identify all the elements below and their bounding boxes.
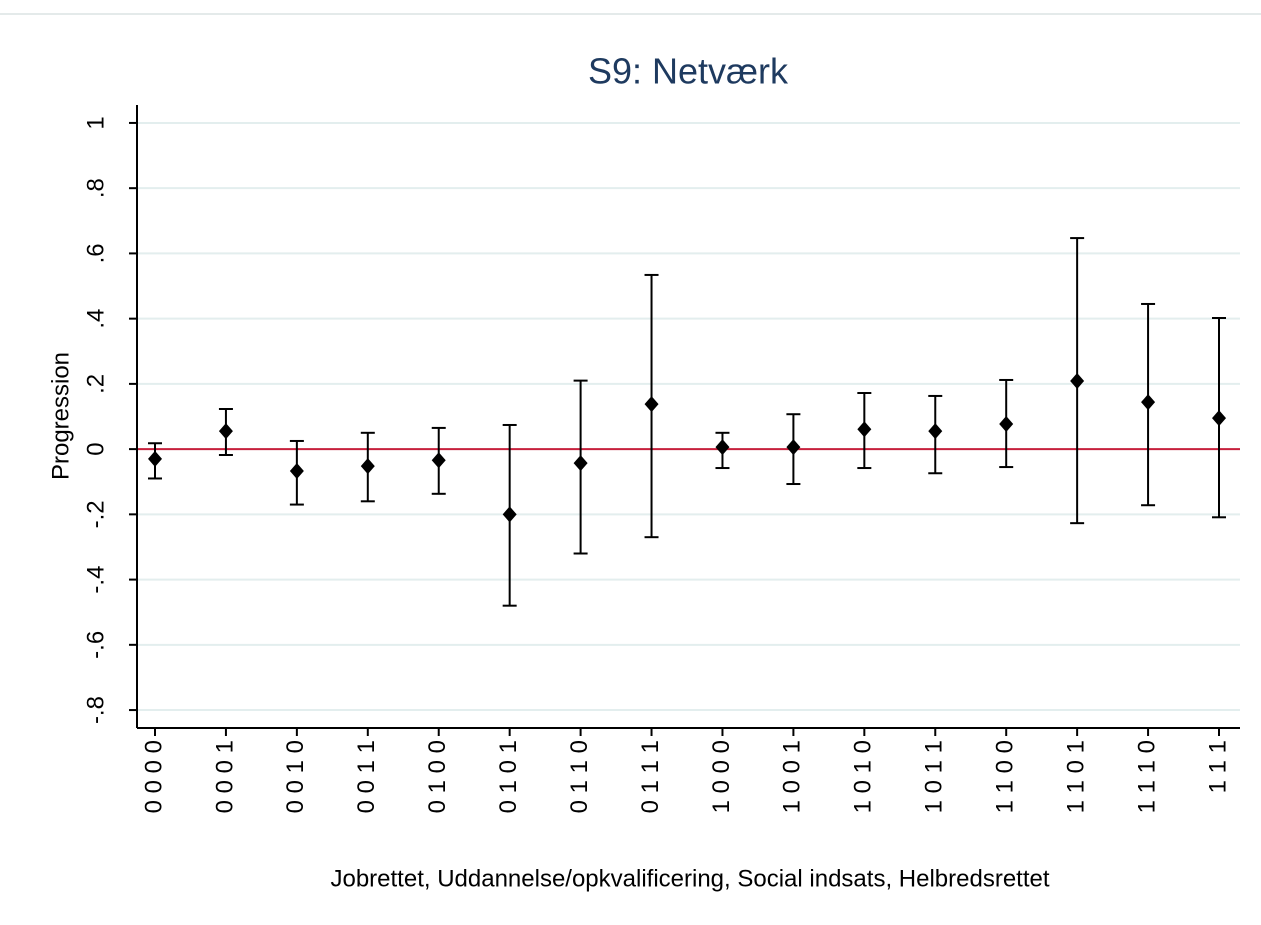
y-tick-label: .6	[82, 243, 109, 263]
y-tick-label: .8	[82, 178, 109, 198]
y-tick-label: -.2	[82, 500, 109, 528]
x-tick-label: 0 1 1 0	[566, 740, 593, 813]
point	[1141, 394, 1156, 411]
x-tick-label: 1 1 1	[1204, 740, 1231, 793]
point	[218, 423, 233, 440]
x-tick-label: 1 1 0 1	[1062, 740, 1089, 813]
point	[360, 458, 375, 475]
y-axis-title: Progression	[47, 352, 74, 480]
y-tick-label: 1	[82, 116, 109, 129]
x-axis-title: Jobrettet, Uddannelse/opkvalificering, S…	[330, 865, 1049, 892]
x-tick-label: 1 0 0 0	[708, 740, 735, 813]
x-tick-label: 1 1 1 0	[1133, 740, 1160, 813]
y-tick-label: .4	[82, 309, 109, 329]
point	[999, 416, 1014, 433]
x-tick-label: 1 0 1 1	[921, 740, 948, 813]
x-tick-label: 0 0 0 0	[140, 740, 167, 813]
x-tick-label: 0 0 1 1	[353, 740, 380, 813]
x-tick-label: 1 0 0 1	[779, 740, 806, 813]
point	[148, 450, 162, 467]
x-tick-label: 0 0 1 0	[282, 740, 309, 813]
y-tick-label: .2	[82, 374, 109, 394]
x-tick-label: 0 0 0 1	[211, 740, 238, 813]
point	[786, 439, 801, 456]
y-tick-label: -.6	[82, 631, 109, 659]
y-tick-label: -.8	[82, 696, 109, 724]
x-tick-label: 0 1 0 1	[495, 740, 522, 813]
point	[1070, 372, 1085, 389]
x-tick-label: 0 1 1 1	[637, 740, 664, 813]
x-tick-label: 1 0 1 0	[850, 740, 877, 813]
y-tick-label: 0	[82, 442, 109, 455]
y-tick-label: -.4	[82, 566, 109, 594]
point	[857, 421, 872, 438]
point	[715, 439, 730, 456]
point	[644, 396, 659, 413]
point	[502, 506, 517, 523]
point	[928, 423, 943, 440]
x-tick-label: 1 1 0 0	[992, 740, 1019, 813]
x-tick-label: 0 1 0 0	[424, 740, 451, 813]
point	[573, 455, 588, 472]
point	[289, 462, 304, 479]
point	[1212, 410, 1226, 427]
chart-title: S9: Netværk	[588, 51, 789, 92]
point	[431, 452, 446, 469]
